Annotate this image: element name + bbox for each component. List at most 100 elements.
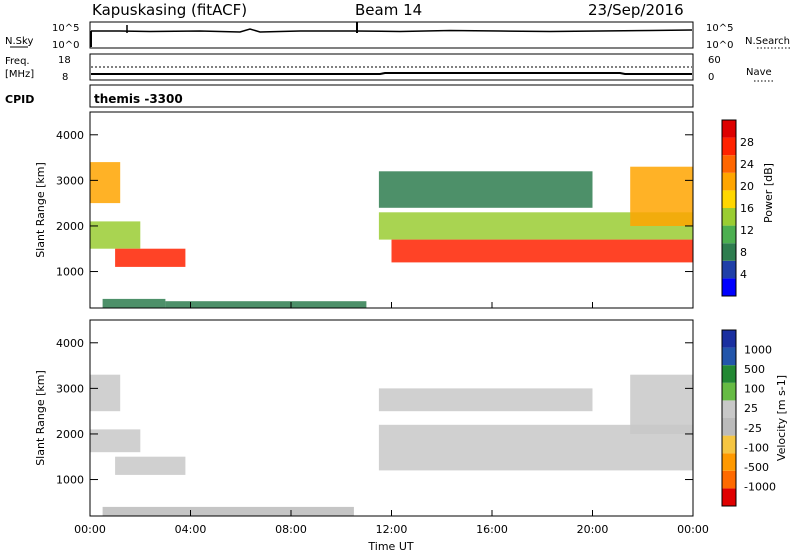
velocity-yaxis: 4000 3000 2000 1000 xyxy=(56,337,693,487)
power-colorbar-frame xyxy=(721,119,737,297)
velocity-ytick-label: 4000 xyxy=(56,337,84,350)
nave-label: Nave xyxy=(746,67,772,78)
velocity-ylabel: Slant Range [km] xyxy=(34,370,47,466)
beam-title: Beam 14 xyxy=(355,1,422,19)
power-ytick-label: 3000 xyxy=(56,174,84,187)
velocity-colorbar-label: Velocity [m s-1] xyxy=(775,375,788,461)
power-colorbar-swatch xyxy=(722,208,736,226)
power-region-5 xyxy=(378,171,593,208)
nave-tick-top: 60 xyxy=(708,55,721,66)
power-region-3 xyxy=(102,298,166,308)
power-region-8 xyxy=(630,166,693,226)
velocity-colorbar-frame xyxy=(721,329,737,507)
velocity-colorbar-tick: 25 xyxy=(744,402,758,415)
velocity-region-6 xyxy=(630,374,693,434)
freq-unit: [MHz] xyxy=(5,69,34,80)
velocity-region-3 xyxy=(102,506,354,516)
velocity-region-2 xyxy=(115,456,186,475)
power-colorbar-swatch xyxy=(722,172,736,191)
power-colorbar-swatch xyxy=(722,120,736,138)
xtick-label: 20:00 xyxy=(577,523,609,536)
velocity-colorbar-swatch xyxy=(722,400,736,418)
velocity-region-1 xyxy=(90,429,141,453)
power-colorbar-tick: 20 xyxy=(740,180,754,193)
power-data-layer xyxy=(90,162,693,308)
freq-label: Freq. xyxy=(5,56,30,67)
power-colorbar-swatch xyxy=(722,278,736,296)
power-ytick-label: 4000 xyxy=(56,129,84,142)
freq-panel: Freq. [MHz] 18 8 60 0 Nave xyxy=(5,53,774,83)
freq-trace xyxy=(91,72,692,75)
xtick-label: 00:00 xyxy=(74,523,106,536)
velocity-colorbar-tick: -25 xyxy=(744,422,762,435)
power-colorbar-swatch xyxy=(722,137,736,156)
nsearch-tick-top: 10^5 xyxy=(706,23,733,34)
velocity-ytick-label: 1000 xyxy=(56,474,84,487)
velocity-colorbar-swatch xyxy=(722,347,736,366)
velocity-colorbar-swatch xyxy=(722,418,736,436)
power-region-1 xyxy=(90,221,141,249)
power-panel: 4000 3000 2000 1000 Slant Range [km] 28 24 20… xyxy=(34,111,775,309)
velocity-ytick-label: 2000 xyxy=(56,428,84,441)
velocity-region-4 xyxy=(378,388,593,412)
power-colorbar-swatch xyxy=(722,243,736,261)
velocity-colorbar-tick: -500 xyxy=(744,461,769,474)
power-colorbar-tick: 12 xyxy=(740,224,754,237)
xtick-label: 04:00 xyxy=(175,523,207,536)
power-region-4 xyxy=(165,301,367,308)
xtick-label: 12:00 xyxy=(376,523,408,536)
power-colorbar-swatch xyxy=(722,260,736,279)
velocity-colorbar: 1000 500 100 25 -25 -100 -500 -1000 xyxy=(721,329,776,507)
velocity-ytick-label: 3000 xyxy=(56,382,84,395)
power-yaxis: 4000 3000 2000 1000 xyxy=(56,129,693,279)
nsearch-tick-bottom: 10^0 xyxy=(706,40,733,51)
time-xaxis: 00:00 04:00 08:00 12:00 16:00 20:00 00:00 xyxy=(74,302,709,536)
xaxis-label: Time UT xyxy=(367,540,413,553)
power-ytick-label: 1000 xyxy=(56,266,84,279)
power-colorbar-swatch xyxy=(722,155,736,173)
xtick-label: 16:00 xyxy=(476,523,508,536)
power-colorbar-swatch xyxy=(722,225,736,244)
velocity-panel: 4000 3000 2000 1000 Slant Range [km] 1000 50… xyxy=(34,319,788,517)
nsky-label: N.Sky xyxy=(5,36,33,47)
power-axes-frame xyxy=(89,111,694,309)
velocity-colorbar-swatch xyxy=(722,470,736,489)
velocity-colorbar-swatch xyxy=(722,382,736,401)
power-colorbar-tick: 16 xyxy=(740,202,754,215)
velocity-colorbar-tick: -1000 xyxy=(744,480,776,493)
power-region-7 xyxy=(391,239,693,263)
power-colorbar-tick: 24 xyxy=(740,158,754,171)
power-region-0 xyxy=(90,162,121,204)
station-title: Kapuskasing (fitACF) xyxy=(92,1,247,19)
nsky-tick-top: 10^5 xyxy=(52,23,79,34)
velocity-colorbar-swatch xyxy=(722,330,736,348)
power-ylabel: Slant Range [km] xyxy=(34,162,47,258)
velocity-colorbar-tick: 500 xyxy=(744,363,765,376)
xtick-label: 08:00 xyxy=(275,523,307,536)
power-ytick-label: 2000 xyxy=(56,220,84,233)
velocity-colorbar-swatch xyxy=(722,488,736,506)
cpid-panel: CPID themis -3300 xyxy=(5,84,694,108)
power-colorbar-tick: 28 xyxy=(740,136,754,149)
nsearch-label: N.Search xyxy=(745,36,790,47)
nsky-trace xyxy=(91,28,693,33)
cpid-value: themis -3300 xyxy=(94,92,183,106)
velocity-colorbar-swatch xyxy=(722,453,736,471)
nave-tick-bottom: 0 xyxy=(708,72,714,83)
power-colorbar-tick: 8 xyxy=(740,246,747,259)
nsky-panel: N.Sky 10^5 10^0 10^5 10^0 N.Search xyxy=(5,21,790,51)
velocity-data-layer xyxy=(90,374,693,516)
velocity-region-0 xyxy=(90,374,121,412)
nsky-tick-bottom: 10^0 xyxy=(52,40,79,51)
freq-tick-top: 18 xyxy=(58,55,71,66)
velocity-colorbar-tick: 100 xyxy=(744,383,765,396)
power-colorbar-swatch xyxy=(722,190,736,208)
freq-tick-bottom: 8 xyxy=(62,72,68,83)
power-colorbar-label: Power [dB] xyxy=(762,163,775,223)
power-colorbar: 28 24 20 16 12 8 4 xyxy=(721,119,754,297)
cpid-label: CPID xyxy=(5,93,34,106)
power-region-2 xyxy=(115,248,186,267)
velocity-colorbar-swatch xyxy=(722,365,736,383)
velocity-colorbar-swatch xyxy=(722,435,736,454)
